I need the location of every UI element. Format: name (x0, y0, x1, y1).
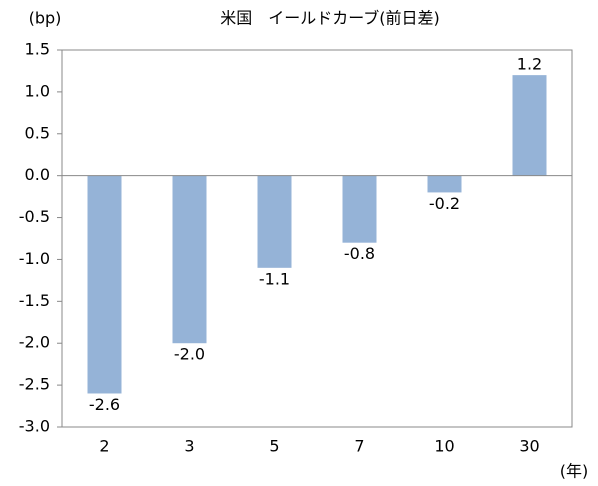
bar (512, 75, 547, 176)
data-label: -1.1 (259, 269, 290, 288)
bar (87, 175, 122, 394)
bar (172, 175, 207, 344)
data-label: -2.0 (174, 345, 205, 364)
data-label: -2.6 (89, 395, 120, 414)
bar (427, 175, 462, 193)
x-tick-label: 5 (269, 437, 279, 456)
data-label: -0.8 (344, 244, 375, 263)
y-tick-label: 1.5 (25, 40, 50, 59)
x-tick-label: 2 (99, 437, 109, 456)
x-tick-label: 30 (519, 437, 539, 456)
bar (257, 175, 292, 268)
x-tick-label: 3 (184, 437, 194, 456)
plot-border (61, 49, 573, 428)
y-tick-label: 1.0 (25, 81, 50, 100)
y-tick-label: -3.0 (19, 417, 50, 436)
y-axis-unit: (bp) (29, 9, 62, 28)
bar (342, 175, 377, 243)
x-tick-label: 10 (434, 437, 454, 456)
y-tick-label: 0.5 (25, 123, 50, 142)
y-tick-label: -0.5 (19, 207, 50, 226)
y-tick-label: -2.0 (19, 333, 50, 352)
y-tick-label: -2.5 (19, 375, 50, 394)
x-tick-label: 7 (354, 437, 364, 456)
chart-title: 米国 イールドカーブ(前日差) (220, 9, 440, 28)
x-axis-unit: (年) (560, 462, 589, 481)
y-tick-label: -1.5 (19, 291, 50, 310)
data-label: -0.2 (429, 194, 460, 213)
y-tick-label: 0.0 (25, 165, 50, 184)
y-tick-label: -1.0 (19, 249, 50, 268)
data-label: 1.2 (517, 55, 542, 74)
